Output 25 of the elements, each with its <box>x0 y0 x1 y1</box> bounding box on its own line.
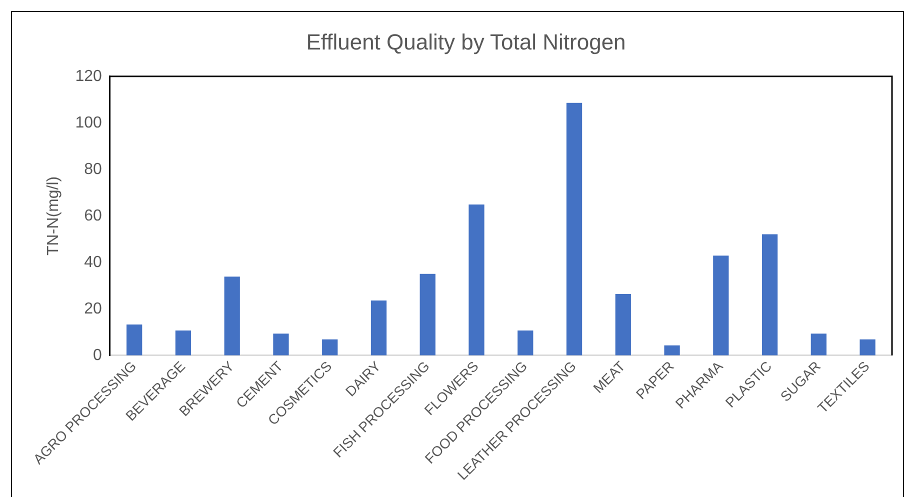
y-tick-label: 120 <box>75 68 102 85</box>
bar <box>322 339 338 356</box>
bar <box>566 102 582 356</box>
chart-title: Effluent Quality by Total Nitrogen <box>306 29 626 54</box>
bar <box>860 339 876 356</box>
bar <box>518 330 534 356</box>
bar <box>126 324 142 356</box>
bar <box>615 294 631 356</box>
y-axis-title: TN-N(mg/l) <box>45 176 62 256</box>
bar <box>175 330 192 356</box>
bar <box>762 234 778 356</box>
y-tick-label: 100 <box>75 114 102 132</box>
bar <box>810 334 826 356</box>
bar <box>370 300 387 356</box>
bar <box>468 204 484 356</box>
bar <box>664 345 680 356</box>
y-tick-label: 80 <box>84 160 102 178</box>
y-tick-label: 60 <box>84 207 102 224</box>
bar <box>420 274 436 356</box>
y-tick-label: 20 <box>84 300 102 318</box>
bar <box>273 334 289 356</box>
y-tick-label: 40 <box>84 254 102 271</box>
bar <box>713 256 729 356</box>
bar <box>224 276 240 356</box>
y-tick-label: 0 <box>92 346 102 364</box>
